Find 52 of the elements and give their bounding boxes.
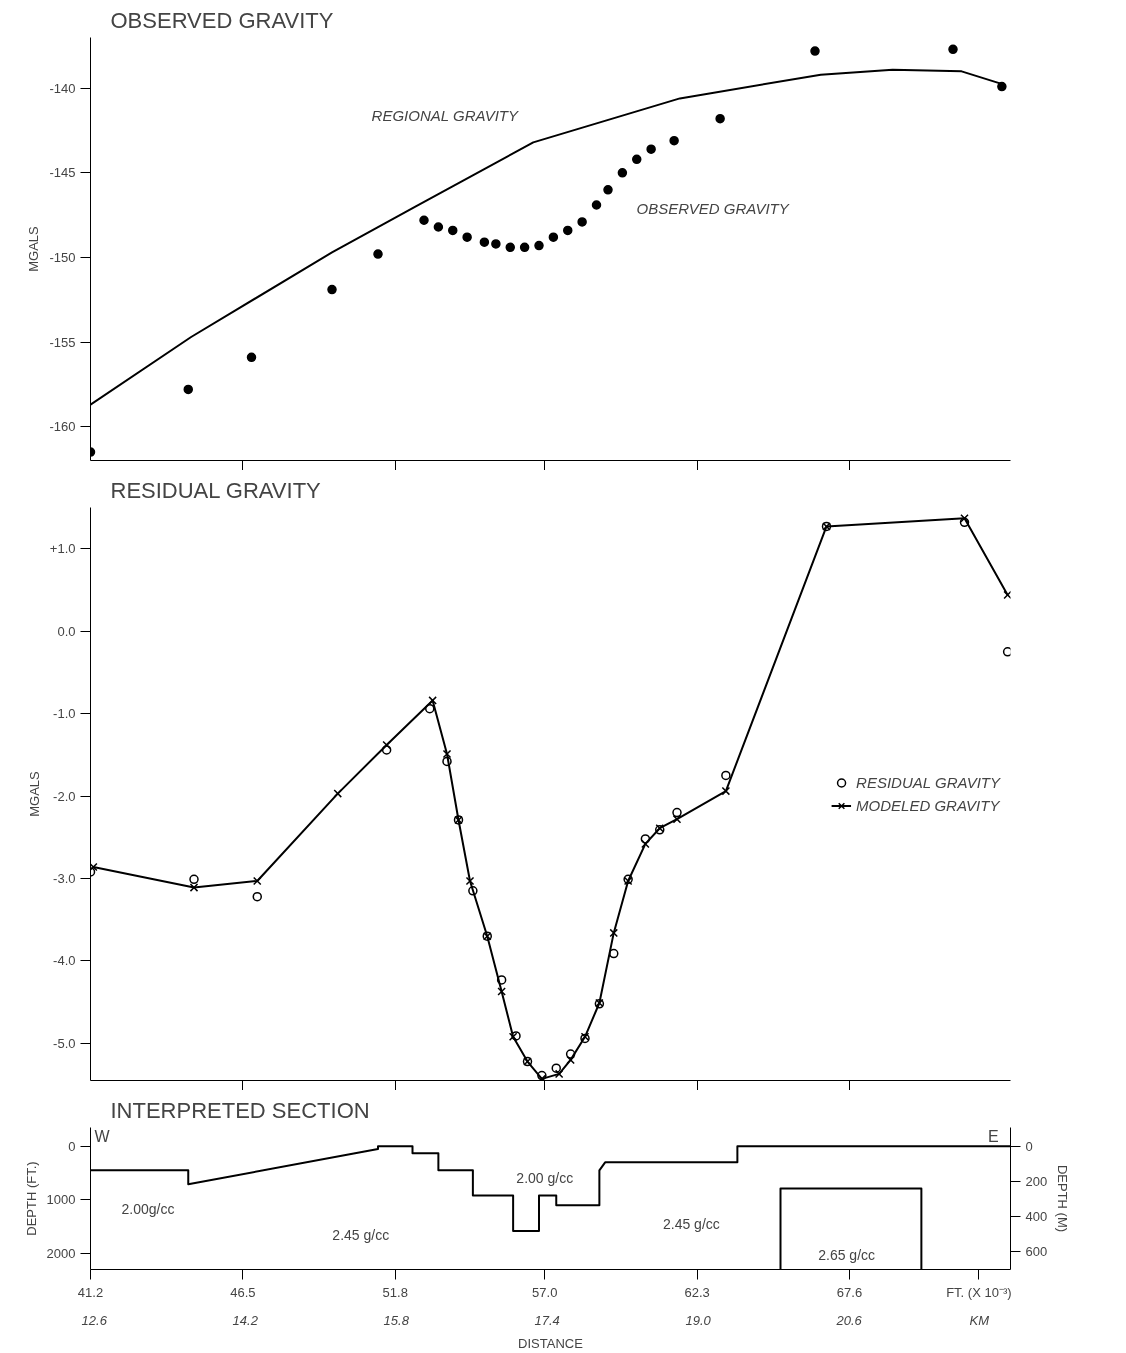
y2-axis-title: DEPTH (M) [1055,1164,1071,1233]
annotation: 2.00 g/cc [516,1170,574,1187]
y-tick-label: 0 [68,1138,76,1154]
annotation: 2.65 g/cc [818,1247,876,1264]
y-tick-label: -4.0 [53,953,76,969]
annotation: 2.45 g/cc [332,1226,390,1243]
y2-tick-label: 200 [1025,1173,1048,1189]
legend-label: RESIDUAL GRAVITY [856,773,1000,791]
y-tick-label: -160 [49,419,76,435]
x2-tick-label: 20.6 [835,1312,863,1328]
chart-title: OBSERVED GRAVITY [110,7,334,33]
series-label: REGIONAL GRAVITY [371,107,519,125]
chart-title: INTERPRETED SECTION [110,1097,370,1123]
annotation: W [94,1127,111,1145]
y-tick-label: -1.0 [53,706,76,722]
x2-tick-label: 15.8 [383,1312,410,1328]
x-axis-title: DISTANCE [518,1335,584,1351]
x2-tick-label: 12.6 [81,1312,108,1328]
y-tick-label: -2.0 [53,788,76,804]
y-tick-label: -5.0 [53,1035,76,1051]
y-tick-label: 2000 [46,1245,76,1261]
annotation: 2.45 g/cc [662,1215,720,1232]
x2-tick-label: 17.4 [534,1312,560,1328]
annotation: E [987,1127,999,1145]
x2-tick-label: KM [969,1312,990,1328]
y-tick-label: -150 [49,249,76,265]
x-tick-label: 51.8 [382,1284,408,1300]
y2-tick-label: 0 [1025,1138,1033,1154]
y-tick-label: -145 [49,165,76,181]
y-tick-label: +1.0 [49,541,76,557]
x-tick-label: FT. (X 10⁻³) [946,1284,1012,1300]
y-axis-title: DEPTH (FT.) [23,1161,39,1236]
y-tick-label: 0.0 [57,623,76,639]
x-tick-label: 62.3 [684,1284,710,1300]
series-label: OBSERVED GRAVITY [636,200,790,218]
annotation: 2.00g/cc [121,1201,175,1218]
x-tick-label: 46.5 [230,1284,256,1300]
y-tick-label: -140 [49,80,76,96]
y-tick-label: 1000 [46,1192,76,1208]
x-tick-label: 57.0 [532,1284,558,1300]
x2-tick-label: 19.0 [685,1312,712,1328]
y-axis-title: MGALS [26,225,42,272]
y-tick-label: -155 [49,334,76,350]
chart-title: RESIDUAL GRAVITY [110,477,322,503]
legend-label: MODELED GRAVITY [856,796,1000,814]
x-tick-label: 41.2 [77,1284,104,1300]
y2-tick-label: 600 [1025,1244,1048,1260]
x2-tick-label: 14.2 [232,1312,259,1328]
y-axis-title: MGALS [26,770,42,817]
y2-tick-label: 400 [1025,1209,1048,1225]
x-tick-label: 67.6 [836,1284,863,1300]
y-tick-label: -3.0 [53,871,76,887]
